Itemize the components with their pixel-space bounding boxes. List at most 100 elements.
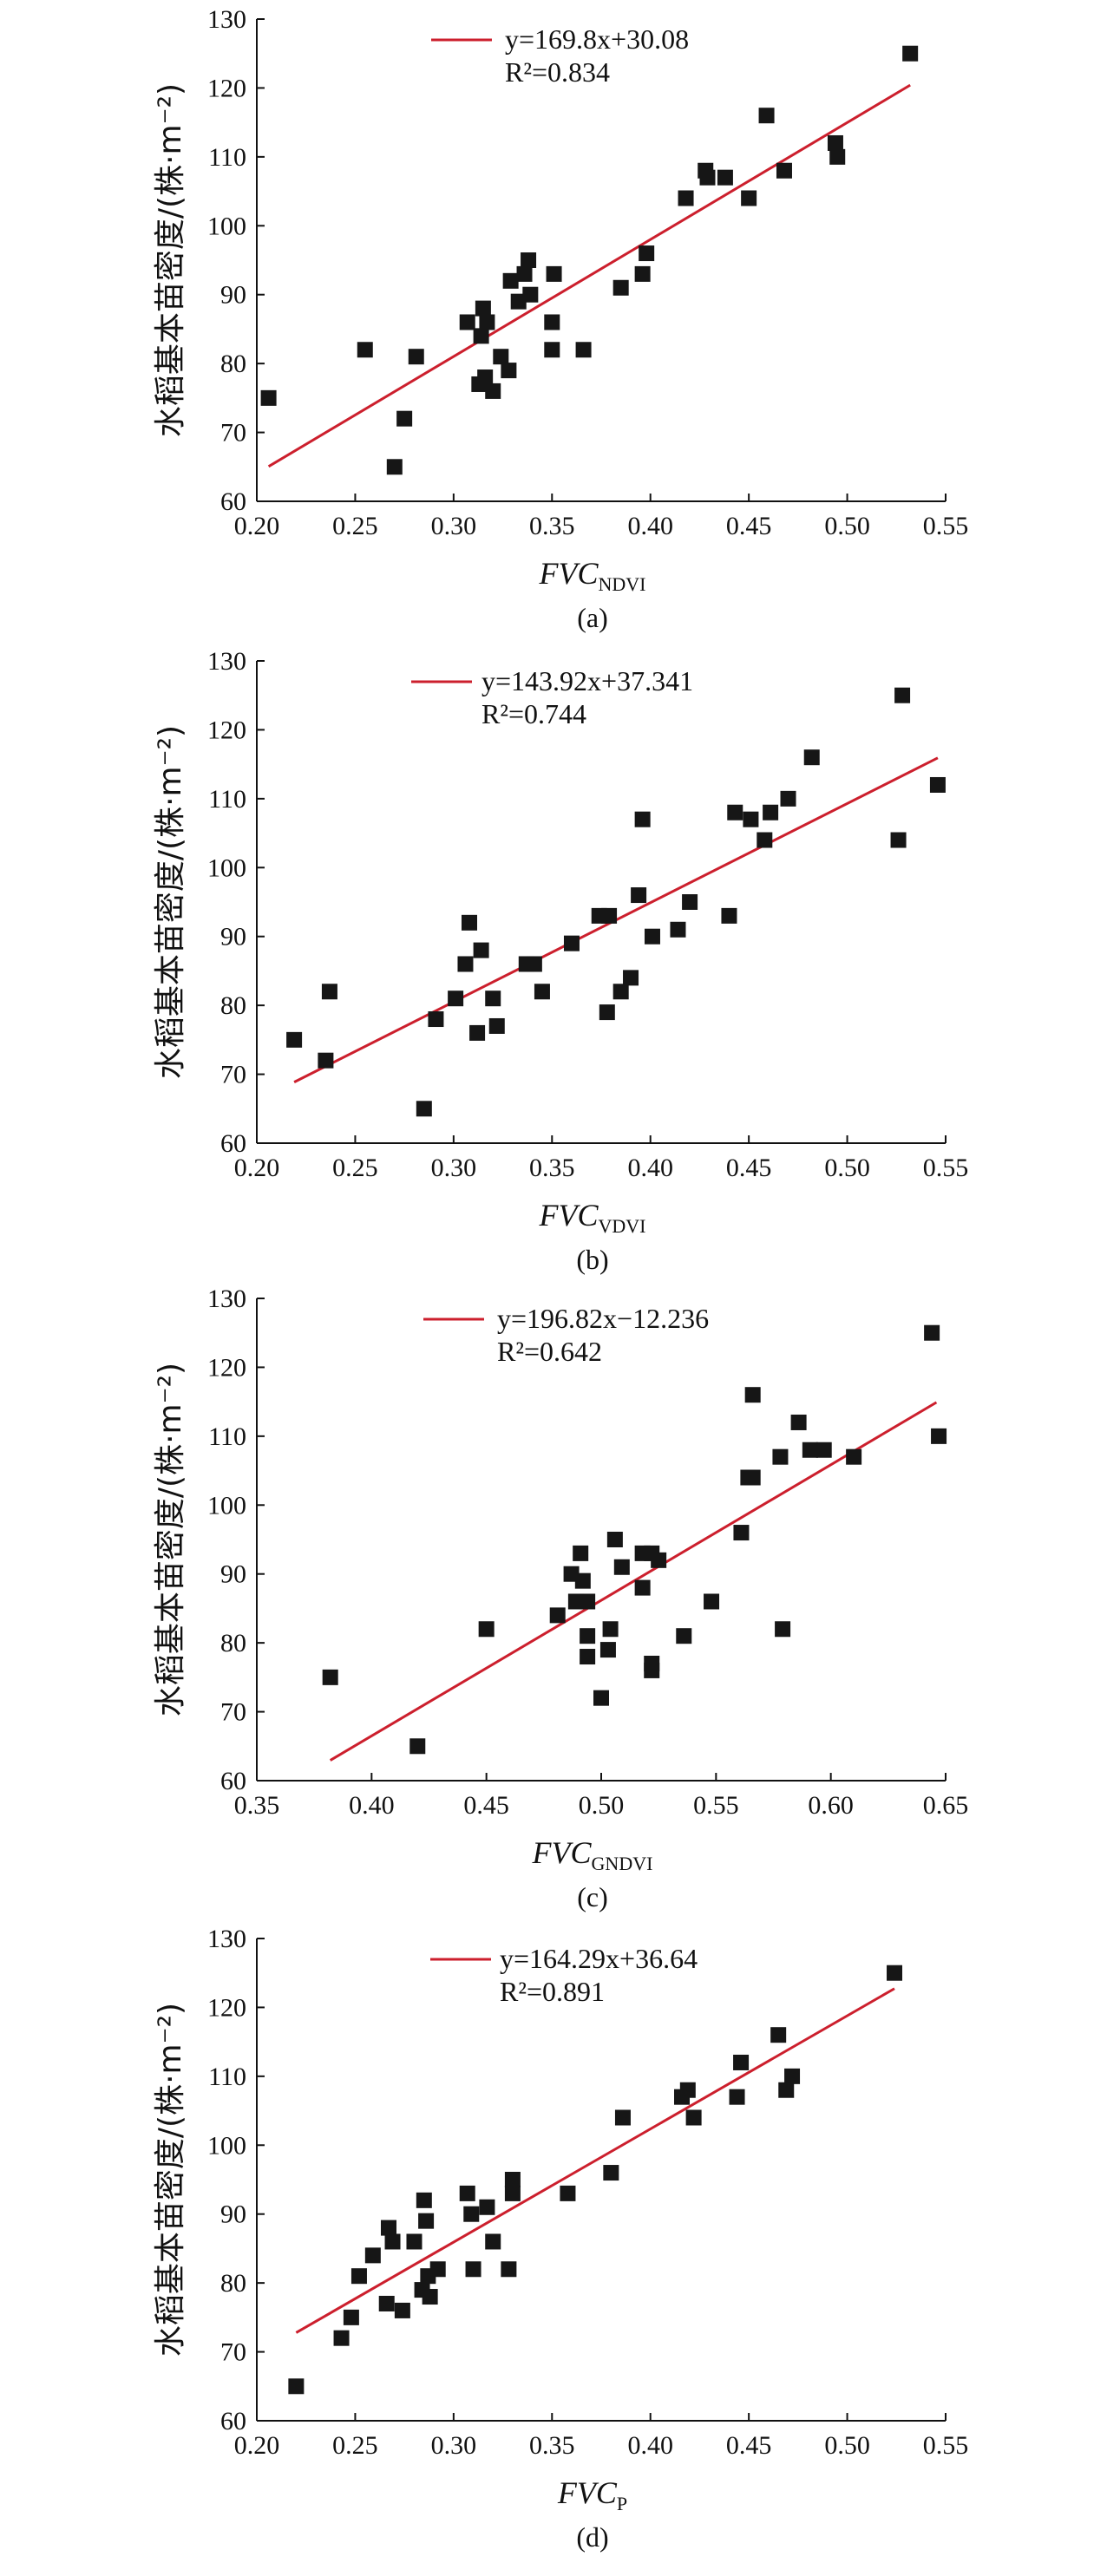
y-tick-label: 110 [208, 143, 246, 172]
data-point [350, 2268, 367, 2285]
data-point [639, 245, 655, 262]
data-point [573, 1545, 589, 1561]
data-point [924, 1324, 940, 1341]
data-point [479, 2199, 495, 2215]
x-tick-label: 0.45 [463, 1791, 509, 1820]
y-tick-label: 70 [220, 1061, 246, 1089]
data-point [902, 45, 919, 62]
data-point [679, 2082, 696, 2098]
data-point [321, 984, 337, 1000]
data-point [574, 1572, 591, 1589]
data-point [318, 1052, 334, 1069]
data-point [894, 687, 911, 703]
scatter-panel: 60 70 80 90 100 110 120 130 0.20 0.25 0.30 0.35 0.40… [153, 1925, 968, 2553]
x-tick-label: 0.40 [349, 1791, 395, 1820]
x-tick-label: 0.50 [824, 512, 870, 540]
data-point [802, 1442, 818, 1458]
y-tick-label: 100 [207, 853, 246, 882]
data-point [763, 804, 779, 821]
data-point [758, 108, 775, 124]
data-point [744, 1387, 761, 1403]
data-point [678, 190, 694, 206]
data-point [473, 942, 489, 958]
x-axis-title: FVCVDVI [539, 1198, 646, 1237]
data-point [651, 1552, 667, 1568]
data-point [613, 1559, 630, 1575]
x-axis-title: FVCNDVI [539, 556, 646, 595]
data-point [599, 1642, 616, 1658]
x-tick-label: 0.40 [627, 512, 673, 540]
y-tick-label: 120 [207, 74, 246, 102]
data-point [322, 1669, 338, 1685]
data-point [288, 2378, 305, 2395]
x-tick-label: 0.20 [234, 1154, 280, 1182]
x-tick-label: 0.50 [824, 1154, 870, 1182]
data-point [721, 907, 737, 924]
x-tick-label: 0.55 [923, 512, 969, 540]
data-point [829, 148, 846, 165]
data-point [846, 1448, 862, 1465]
x-tick-label: 0.30 [431, 2431, 477, 2460]
data-point [522, 286, 539, 303]
data-point [778, 2082, 795, 2098]
data-point [634, 811, 651, 827]
data-point [510, 293, 527, 310]
data-point [396, 410, 413, 427]
data-point [549, 1607, 566, 1624]
data-point [704, 1593, 720, 1610]
data-point [534, 984, 550, 1000]
data-point [929, 776, 946, 793]
x-tick-label: 0.45 [726, 2431, 772, 2460]
data-point [685, 2109, 702, 2126]
data-point [501, 2261, 517, 2278]
y-tick-label: 90 [220, 281, 246, 310]
y-tick-label: 120 [207, 1353, 246, 1382]
y-tick-label: 70 [220, 2338, 246, 2367]
legend-r-squared: R²=0.744 [481, 698, 586, 729]
data-point [465, 2261, 481, 2278]
legend-equation: y=164.29x+36.64 [500, 1943, 698, 1974]
data-point [623, 970, 639, 986]
data-point [580, 1649, 596, 1665]
y-tick-label: 80 [220, 1629, 246, 1657]
data-point [504, 2172, 521, 2187]
data-point [409, 1738, 426, 1755]
data-point [599, 1004, 615, 1021]
y-axis-title: 水稻基本苗密度/(株·m⁻²) [153, 725, 188, 1079]
y-tick-label: 120 [207, 1993, 246, 2022]
x-tick-label: 0.60 [808, 1791, 854, 1820]
data-point [459, 314, 475, 330]
data-point [827, 134, 843, 151]
x-tick-label: 0.40 [627, 1154, 673, 1182]
panel-caption: (b) [576, 1244, 608, 1275]
panel-caption: (a) [577, 602, 608, 633]
data-point [602, 1621, 619, 1638]
y-tick-label: 60 [220, 1767, 246, 1795]
data-point [743, 811, 759, 827]
y-tick-label: 70 [220, 419, 246, 448]
data-point [699, 169, 716, 186]
y-tick-label: 80 [220, 350, 246, 378]
data-point [502, 272, 519, 289]
data-point [448, 991, 464, 1007]
data-point [394, 2302, 410, 2318]
data-point [526, 956, 542, 972]
data-point [717, 169, 733, 186]
data-point [560, 2185, 576, 2201]
data-point [260, 389, 277, 406]
data-point [741, 190, 757, 206]
data-point [606, 1532, 623, 1547]
y-tick-label: 110 [208, 785, 246, 814]
data-point [612, 279, 629, 296]
data-point [422, 2289, 438, 2305]
scatter-panel: 60 70 80 90 100 110 120 130 0.20 0.25 0.30 0.35 0.40… [153, 647, 968, 1275]
data-point [770, 2027, 787, 2043]
data-point [634, 1579, 651, 1596]
x-tick-label: 0.20 [234, 2431, 280, 2460]
data-point [670, 921, 686, 938]
regression-line [295, 1987, 895, 2334]
y-tick-label: 100 [207, 2131, 246, 2160]
data-point [757, 832, 773, 848]
data-point [428, 1011, 444, 1028]
x-tick-label: 0.35 [529, 2431, 575, 2460]
